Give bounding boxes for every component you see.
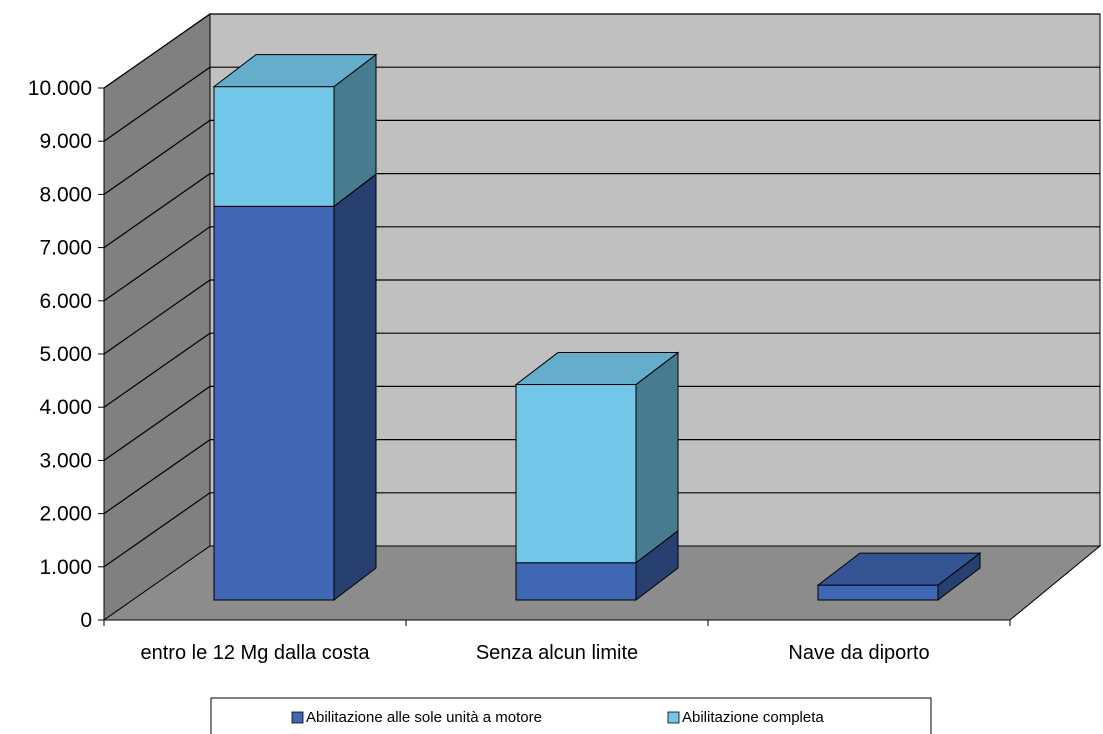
y-tick-label: 2.000 <box>39 503 92 526</box>
axes <box>103 88 1011 626</box>
legend-swatch-completa <box>667 711 680 724</box>
bar-side-face <box>333 173 377 602</box>
y-tick-label: 1.000 <box>39 556 92 579</box>
gridline <box>103 173 1100 249</box>
y-tick-label: 8.000 <box>39 183 92 206</box>
y-tick-label: 10.000 <box>28 77 92 100</box>
bar-segment <box>213 205 335 601</box>
gridline <box>103 13 1100 89</box>
y-tick-label: 6.000 <box>39 290 92 313</box>
gridline <box>103 226 1100 302</box>
gridline <box>103 492 1100 568</box>
gridline <box>103 385 1100 461</box>
gridline <box>103 119 1100 195</box>
bar-segment <box>515 384 637 564</box>
legend: Abilitazione alle sole unità a motore Ab… <box>210 697 932 734</box>
bar-group <box>212 53 378 602</box>
gridline <box>103 332 1100 408</box>
bar-segment <box>213 86 335 207</box>
x-category-label: entro le 12 Mg dalla costa <box>140 642 370 664</box>
gridlines <box>98 13 1100 621</box>
bar-segment <box>817 584 939 601</box>
legend-box <box>210 697 932 734</box>
y-tick-label: 3.000 <box>39 449 92 472</box>
bar-side-face <box>635 351 679 564</box>
legend-label-completa: Abilitazione completa <box>682 709 824 726</box>
legend-label-motor: Abilitazione alle sole unità a motore <box>306 709 542 726</box>
y-tick-label: 9.000 <box>39 130 92 153</box>
bar-top-face <box>816 552 982 586</box>
bar-group <box>514 351 680 602</box>
y-tick-label: 0 <box>80 609 92 632</box>
bar-top-face <box>212 54 378 88</box>
gridline <box>103 66 1100 142</box>
x-category-label: Senza alcun limite <box>476 642 638 664</box>
legend-swatch-motor <box>291 711 304 724</box>
gridline <box>103 279 1100 355</box>
y-axis-tick-labels: 0 1.000 2.000 3.000 4.000 5.000 6.000 7.000 8.00… <box>28 77 92 632</box>
y-tick-label: 4.000 <box>39 396 92 419</box>
y-tick-label: 5.000 <box>39 343 92 366</box>
x-axis-category-labels: entro le 12 Mg dalla costa Senza alcun li… <box>140 642 929 664</box>
x-category-label: Nave da diporto <box>788 642 929 664</box>
bar-group <box>816 552 982 602</box>
gridline <box>103 439 1100 515</box>
y-tick-label: 7.000 <box>39 237 92 260</box>
bars <box>212 53 982 602</box>
bar-segment <box>515 562 637 601</box>
bar-top-face <box>514 352 680 386</box>
